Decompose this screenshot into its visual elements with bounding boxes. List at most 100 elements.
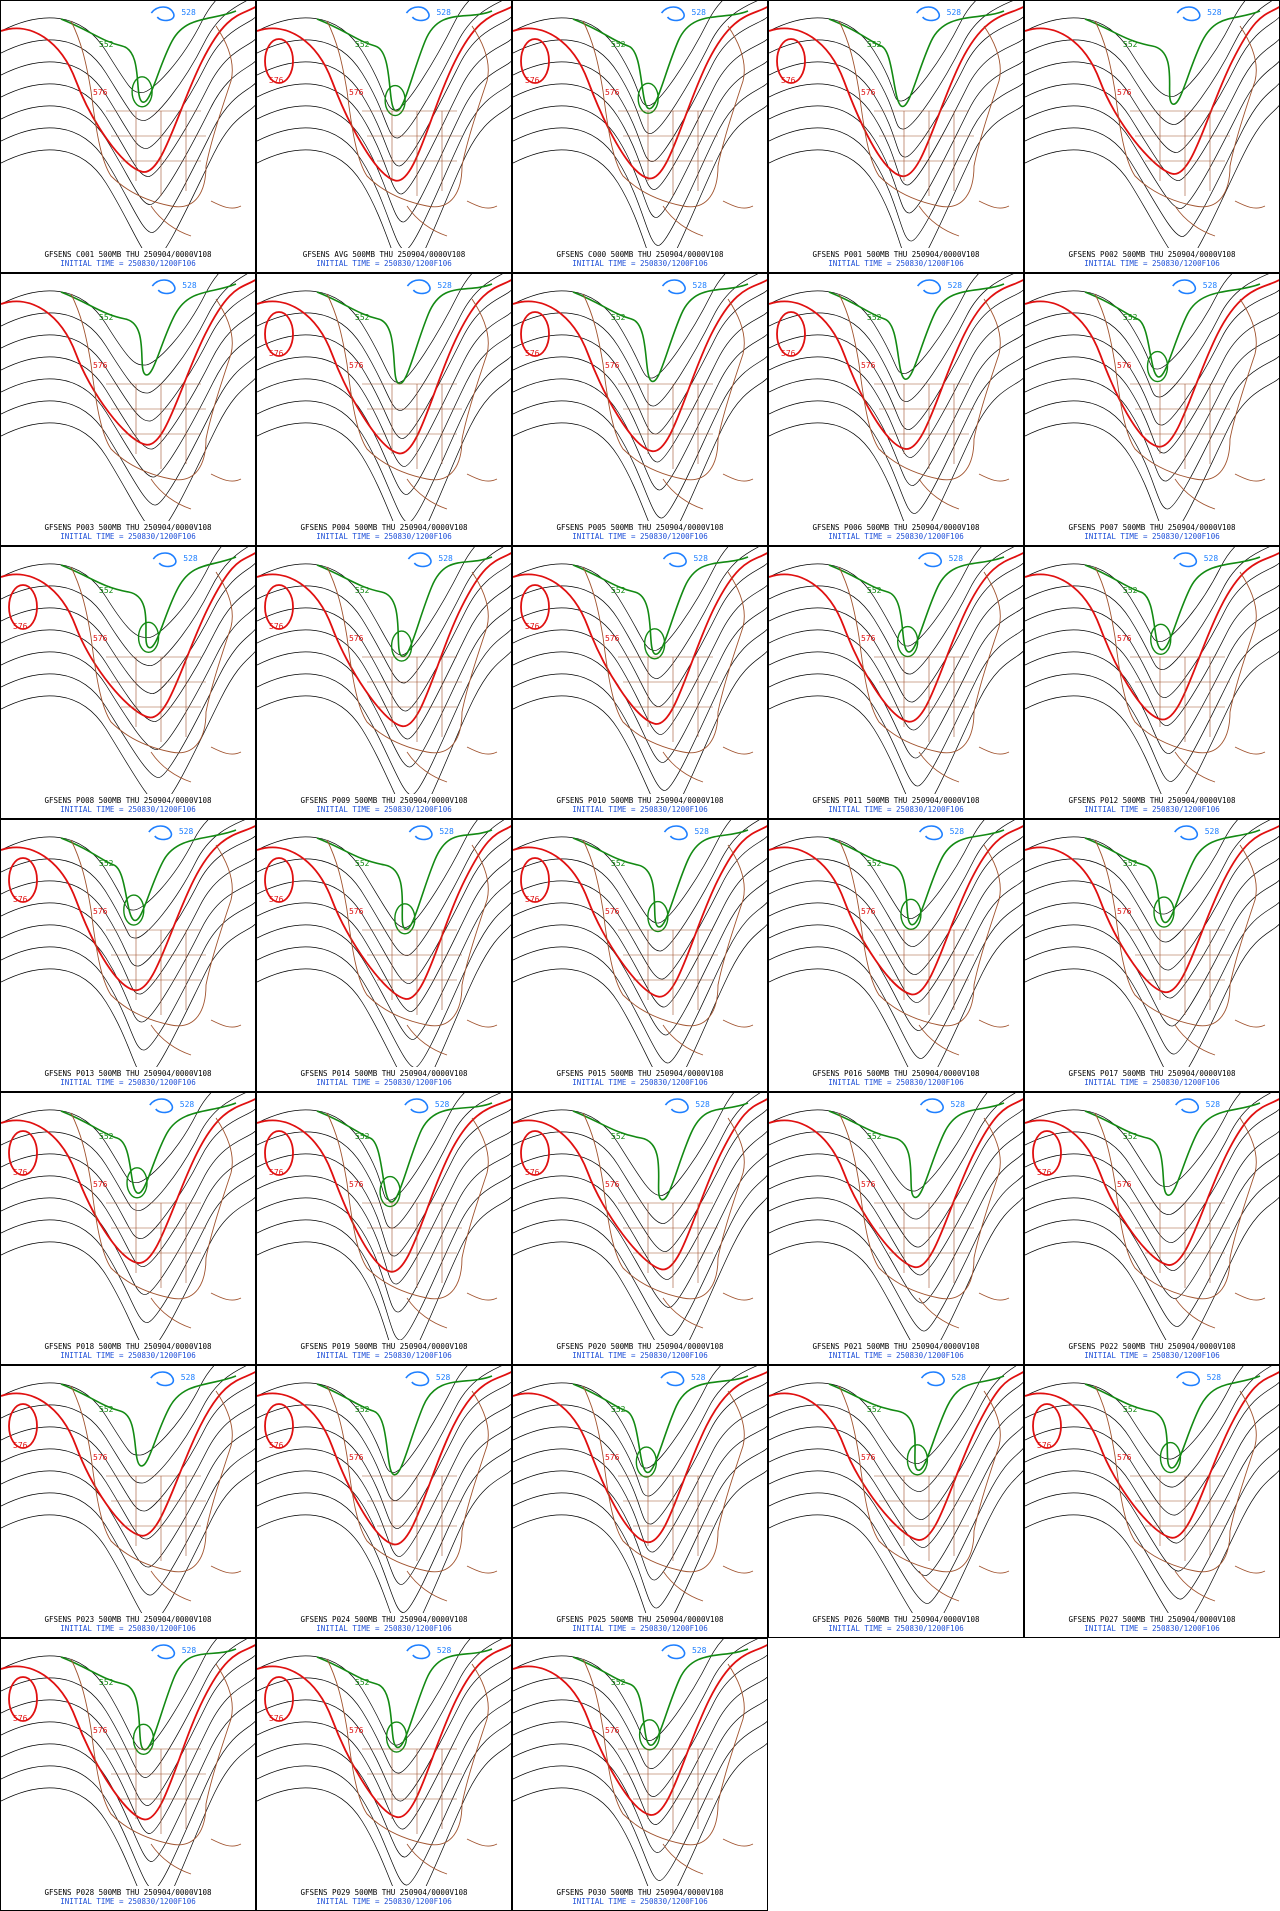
panel-p020[interactable]: 552 576 576 528 GFSENS P020 500MB THU 250904… bbox=[512, 1092, 768, 1365]
height-contour bbox=[513, 60, 767, 218]
panel-p029[interactable]: 552 576 576 528 GFSENS P029 500MB THU 250904… bbox=[256, 1638, 512, 1911]
height-contour bbox=[513, 1, 758, 134]
panel-p018[interactable]: 552 576 576 528 GFSENS P018 500MB THU 250904… bbox=[0, 1092, 256, 1365]
panel-p011[interactable]: 552 576 528 GFSENS P011 500MB THU 250904/00… bbox=[768, 546, 1024, 819]
height-contour bbox=[1, 1130, 255, 1267]
state-borders bbox=[618, 383, 718, 469]
panel-p006[interactable]: 552 576 576 528 GFSENS P006 500MB THU 250904… bbox=[768, 273, 1024, 546]
height-contour bbox=[1, 104, 255, 248]
panel-title: GFSENS P023 500MB THU 250904/0000V108 bbox=[44, 1615, 212, 1624]
contour-label-576: 576 bbox=[13, 1441, 28, 1450]
height-contour bbox=[1, 311, 255, 450]
panel-title: GFSENS C001 500MB THU 250904/0000V108 bbox=[44, 250, 212, 259]
high-center-576 bbox=[1032, 1130, 1062, 1176]
height-contour bbox=[1025, 820, 1271, 943]
panel-p021[interactable]: 552 576 528 GFSENS P021 500MB THU 250904/00… bbox=[768, 1092, 1024, 1365]
panel-p026[interactable]: 552 576 528 GFSENS P026 500MB THU 250904/00… bbox=[768, 1365, 1024, 1638]
height-contour bbox=[1025, 61, 1279, 209]
low-center-552 bbox=[647, 900, 669, 933]
contour-528 bbox=[151, 1644, 176, 1660]
low-center-552 bbox=[137, 621, 160, 653]
coastline bbox=[326, 566, 489, 754]
panel-avg[interactable]: 552 576 576 528 GFSENS AVG 500MB THU 250904/… bbox=[256, 0, 512, 273]
panel-p019[interactable]: 552 576 576 528 GFSENS P019 500MB THU 250904… bbox=[256, 1092, 512, 1365]
panel-c000[interactable]: 552 576 576 528 GFSENS C000 500MB THU 250904… bbox=[512, 0, 768, 273]
contour-label-576: 576 bbox=[861, 88, 876, 97]
contour-label-528: 528 bbox=[182, 281, 197, 290]
height-contour-map: 552 576 576 528 bbox=[257, 274, 511, 521]
panel-c001[interactable]: 552 576 528 GFSENS C001 500MB THU 250904/00… bbox=[0, 0, 256, 273]
contour-552 bbox=[1084, 10, 1261, 105]
contour-label-576: 576 bbox=[781, 76, 796, 85]
height-contour bbox=[257, 1108, 511, 1257]
panel-p024[interactable]: 552 576 576 528 GFSENS P024 500MB THU 250904… bbox=[256, 1365, 512, 1638]
height-contour bbox=[513, 835, 767, 980]
height-contour bbox=[513, 924, 767, 1067]
panel-p010[interactable]: 552 576 576 528 GFSENS P010 500MB THU 250904… bbox=[512, 546, 768, 819]
panel-p009[interactable]: 552 576 576 528 GFSENS P009 500MB THU 250904… bbox=[256, 546, 512, 819]
height-contour bbox=[257, 547, 475, 656]
height-contour bbox=[257, 1742, 511, 1886]
contour-528 bbox=[405, 6, 430, 22]
panel-p013[interactable]: 552 576 576 528 GFSENS P013 500MB THU 250904… bbox=[0, 819, 256, 1092]
contour-552 bbox=[572, 556, 749, 655]
panel-p014[interactable]: 552 576 576 528 GFSENS P014 500MB THU 250904… bbox=[256, 819, 512, 1092]
panel-p007[interactable]: 552 576 528 GFSENS P007 500MB THU 250904/00… bbox=[1024, 273, 1280, 546]
panel-initial-time: INITIAL TIME = 250830/1200F106 bbox=[828, 532, 964, 541]
contour-label-576: 576 bbox=[13, 1168, 28, 1177]
contour-528 bbox=[152, 552, 177, 568]
contour-label-552: 552 bbox=[355, 1405, 370, 1414]
height-contour bbox=[513, 1403, 767, 1553]
panel-p005[interactable]: 552 576 576 528 GFSENS P005 500MB THU 250904… bbox=[512, 273, 768, 546]
height-contour bbox=[257, 16, 511, 167]
panel-p003[interactable]: 552 576 528 GFSENS P003 500MB THU 250904/00… bbox=[0, 273, 256, 546]
high-center-576 bbox=[8, 1403, 38, 1449]
contour-label-552: 552 bbox=[611, 586, 626, 595]
panel-p015[interactable]: 552 576 576 528 GFSENS P015 500MB THU 250904… bbox=[512, 819, 768, 1092]
contour-576 bbox=[1, 825, 255, 991]
height-contour bbox=[513, 1366, 758, 1497]
height-contour bbox=[513, 547, 759, 679]
contour-label-552: 552 bbox=[867, 313, 882, 322]
low-center-552 bbox=[131, 76, 153, 108]
contour-label-576: 576 bbox=[525, 349, 540, 358]
height-contour bbox=[1, 38, 255, 177]
panel-p030[interactable]: 552 576 528 GFSENS P030 500MB THU 250904/00… bbox=[512, 1638, 768, 1911]
panel-p025[interactable]: 552 576 528 GFSENS P025 500MB THU 250904/00… bbox=[512, 1365, 768, 1638]
height-contour bbox=[1025, 1366, 1244, 1460]
height-contour bbox=[769, 1197, 1023, 1340]
panel-p012[interactable]: 552 576 528 GFSENS P012 500MB THU 250904/00… bbox=[1024, 546, 1280, 819]
panel-initial-time: INITIAL TIME = 250830/1200F106 bbox=[60, 1624, 196, 1633]
height-contour bbox=[1025, 547, 1236, 642]
coastline bbox=[326, 20, 489, 208]
contour-576 bbox=[769, 552, 1023, 723]
panel-p028[interactable]: 552 576 576 528 GFSENS P028 500MB THU 250904… bbox=[0, 1638, 256, 1911]
height-contour bbox=[769, 1130, 1023, 1276]
height-contour bbox=[1025, 1093, 1241, 1187]
state-borders bbox=[874, 383, 974, 469]
height-contour bbox=[769, 820, 1015, 947]
coastline bbox=[326, 1385, 489, 1573]
contour-576 bbox=[1, 1644, 255, 1821]
panel-p027[interactable]: 552 576 576 528 GFSENS P027 500MB THU 250904… bbox=[1024, 1365, 1280, 1638]
panel-p004[interactable]: 552 576 576 528 GFSENS P004 500MB THU 250904… bbox=[256, 273, 512, 546]
panel-p022[interactable]: 552 576 576 528 GFSENS P022 500MB THU 250904… bbox=[1024, 1092, 1280, 1365]
contour-label-576: 576 bbox=[525, 76, 540, 85]
contour-576 bbox=[1025, 1098, 1279, 1266]
height-contour bbox=[1, 1366, 215, 1456]
panel-p023[interactable]: 552 576 576 528 GFSENS P023 500MB THU 250904… bbox=[0, 1365, 256, 1638]
height-contour bbox=[1, 1381, 255, 1512]
height-contour bbox=[513, 1093, 761, 1224]
height-contour-map: 552 576 528 bbox=[1025, 547, 1279, 794]
panel-p002[interactable]: 552 576 528 GFSENS P002 500MB THU 250904/00… bbox=[1024, 0, 1280, 273]
panel-p008[interactable]: 552 576 576 528 GFSENS P008 500MB THU 250904… bbox=[0, 546, 256, 819]
panel-p016[interactable]: 552 576 528 GFSENS P016 500MB THU 250904/00… bbox=[768, 819, 1024, 1092]
height-contour bbox=[513, 1654, 767, 1797]
height-contour-map: 552 576 576 528 bbox=[257, 1366, 511, 1613]
panel-p017[interactable]: 552 576 528 GFSENS P017 500MB THU 250904/00… bbox=[1024, 819, 1280, 1092]
coastline bbox=[582, 293, 745, 481]
contour-552 bbox=[828, 1102, 1005, 1199]
low-center-552 bbox=[394, 903, 416, 935]
panel-p001[interactable]: 552 576 576 528 GFSENS P001 500MB THU 250904… bbox=[768, 0, 1024, 273]
height-contour bbox=[1, 1743, 255, 1886]
